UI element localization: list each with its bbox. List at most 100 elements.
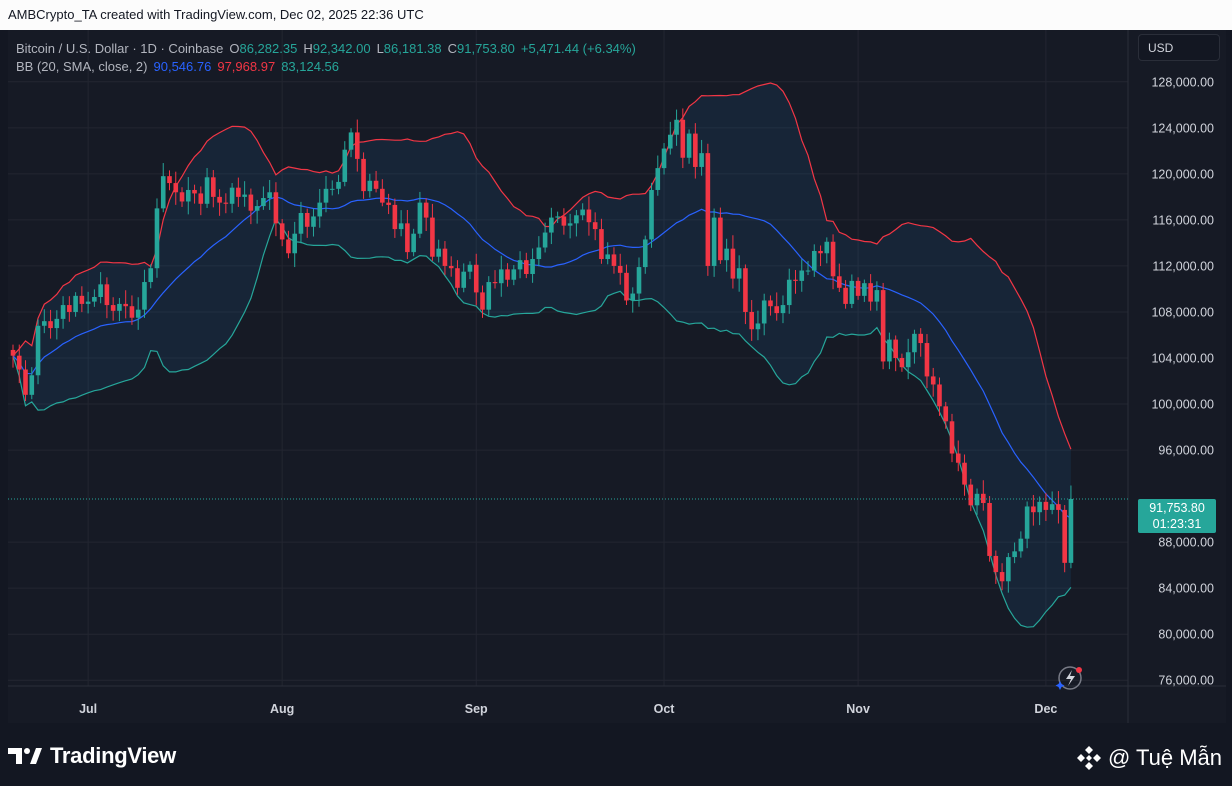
candle-body [536,247,542,260]
candle [855,277,861,300]
candle-body [279,223,285,240]
candle-body [1031,506,1036,513]
candle [16,344,22,384]
bar-countdown: 01:23:31 [1152,517,1202,531]
time-axis: Jul Aug Sep Oct Nov Dec [79,702,1057,716]
candle-body [467,264,473,272]
candle [160,163,166,213]
candle-body [843,287,848,304]
candle-body [292,233,297,254]
candle-body [761,300,767,324]
candle-body [229,187,235,204]
candle [981,480,986,511]
open-label: O [229,41,240,56]
candle [730,235,736,289]
currency-button[interactable]: USD [1138,34,1220,61]
candle-body [655,168,661,190]
candle-body [599,229,604,260]
candle-body [993,555,999,573]
candle-body [1024,506,1030,539]
candle-body [167,176,172,184]
candle [104,277,110,319]
candle [279,219,285,247]
candle-body [586,209,592,223]
high-value: 92,342.00 [312,41,371,56]
candle-body [592,222,598,230]
candle [524,252,529,279]
candle-body [949,421,955,454]
candle-body [680,119,686,158]
price-tick-label: 100,000.00 [1151,398,1214,412]
diamond-logo-icon [1076,746,1101,770]
candle [1037,496,1042,526]
symbol-label: Bitcoin / U.S. Dollar · 1D · Coinbase [16,41,224,56]
candle [317,188,323,228]
candle [586,196,592,236]
candle [273,182,279,237]
candle-body [524,260,529,274]
price-tick-label: 124,000.00 [1151,121,1214,135]
candle [818,245,823,267]
candle-body [317,202,323,217]
candle [574,210,579,237]
candle-body [837,276,842,288]
candle [974,488,980,515]
candle [693,123,698,179]
candle-body [430,217,435,257]
close-value: 91,753.80 [457,41,515,56]
candle-body [10,349,16,356]
tradingview-wordmark: TradingView [50,743,176,768]
candle-body [561,216,567,226]
candle [1056,491,1061,524]
candle [417,191,423,239]
tradingview-logo-icon [8,748,42,764]
candle [880,282,886,370]
price-tick-label: 96,000.00 [1158,444,1214,458]
candle [511,265,517,286]
candle-body [774,306,780,314]
candle-body [517,260,523,270]
candle [323,175,329,213]
candles [8,108,1128,593]
candle-body [755,323,761,330]
candle-body [254,206,260,211]
candle-body [1006,557,1011,582]
candle-body [42,321,47,326]
candle-body [35,325,41,376]
candle-body [361,158,366,192]
candle [699,139,704,176]
candle [117,297,122,322]
candle [611,247,617,274]
candle [655,155,661,196]
candle-body [267,192,272,199]
candle [204,168,210,208]
chart-panel[interactable]: 76,000.00 80,000.00 84,000.00 88,000.00 96,0… [8,30,1226,723]
candle-body [135,309,141,318]
candle [824,237,830,264]
candle [774,292,780,321]
candlestick-chart[interactable]: 76,000.00 80,000.00 84,000.00 88,000.00 96,0… [8,30,1226,723]
candle [868,274,873,311]
candle-body [423,202,429,218]
candle-body [636,267,642,294]
candle [711,208,717,277]
replay-icon[interactable] [1055,666,1083,690]
price-tick-label: 84,000.00 [1158,582,1214,596]
price-tick-label: 76,000.00 [1158,674,1214,688]
candle [392,198,398,238]
candle-body [160,176,166,209]
candle [749,300,754,341]
time-tick-label: Jul [79,702,97,716]
candle [448,256,454,277]
candle [680,108,686,169]
candle [348,128,354,158]
candle [718,207,723,264]
price-tick-label: 120,000.00 [1151,167,1214,181]
candle-body [974,493,980,506]
candle [937,377,942,416]
candle-body [811,250,817,271]
candle [1018,531,1024,558]
grid-lines [8,30,1226,723]
candle-body [567,223,573,226]
tradingview-logo[interactable]: TradingView [8,743,176,769]
